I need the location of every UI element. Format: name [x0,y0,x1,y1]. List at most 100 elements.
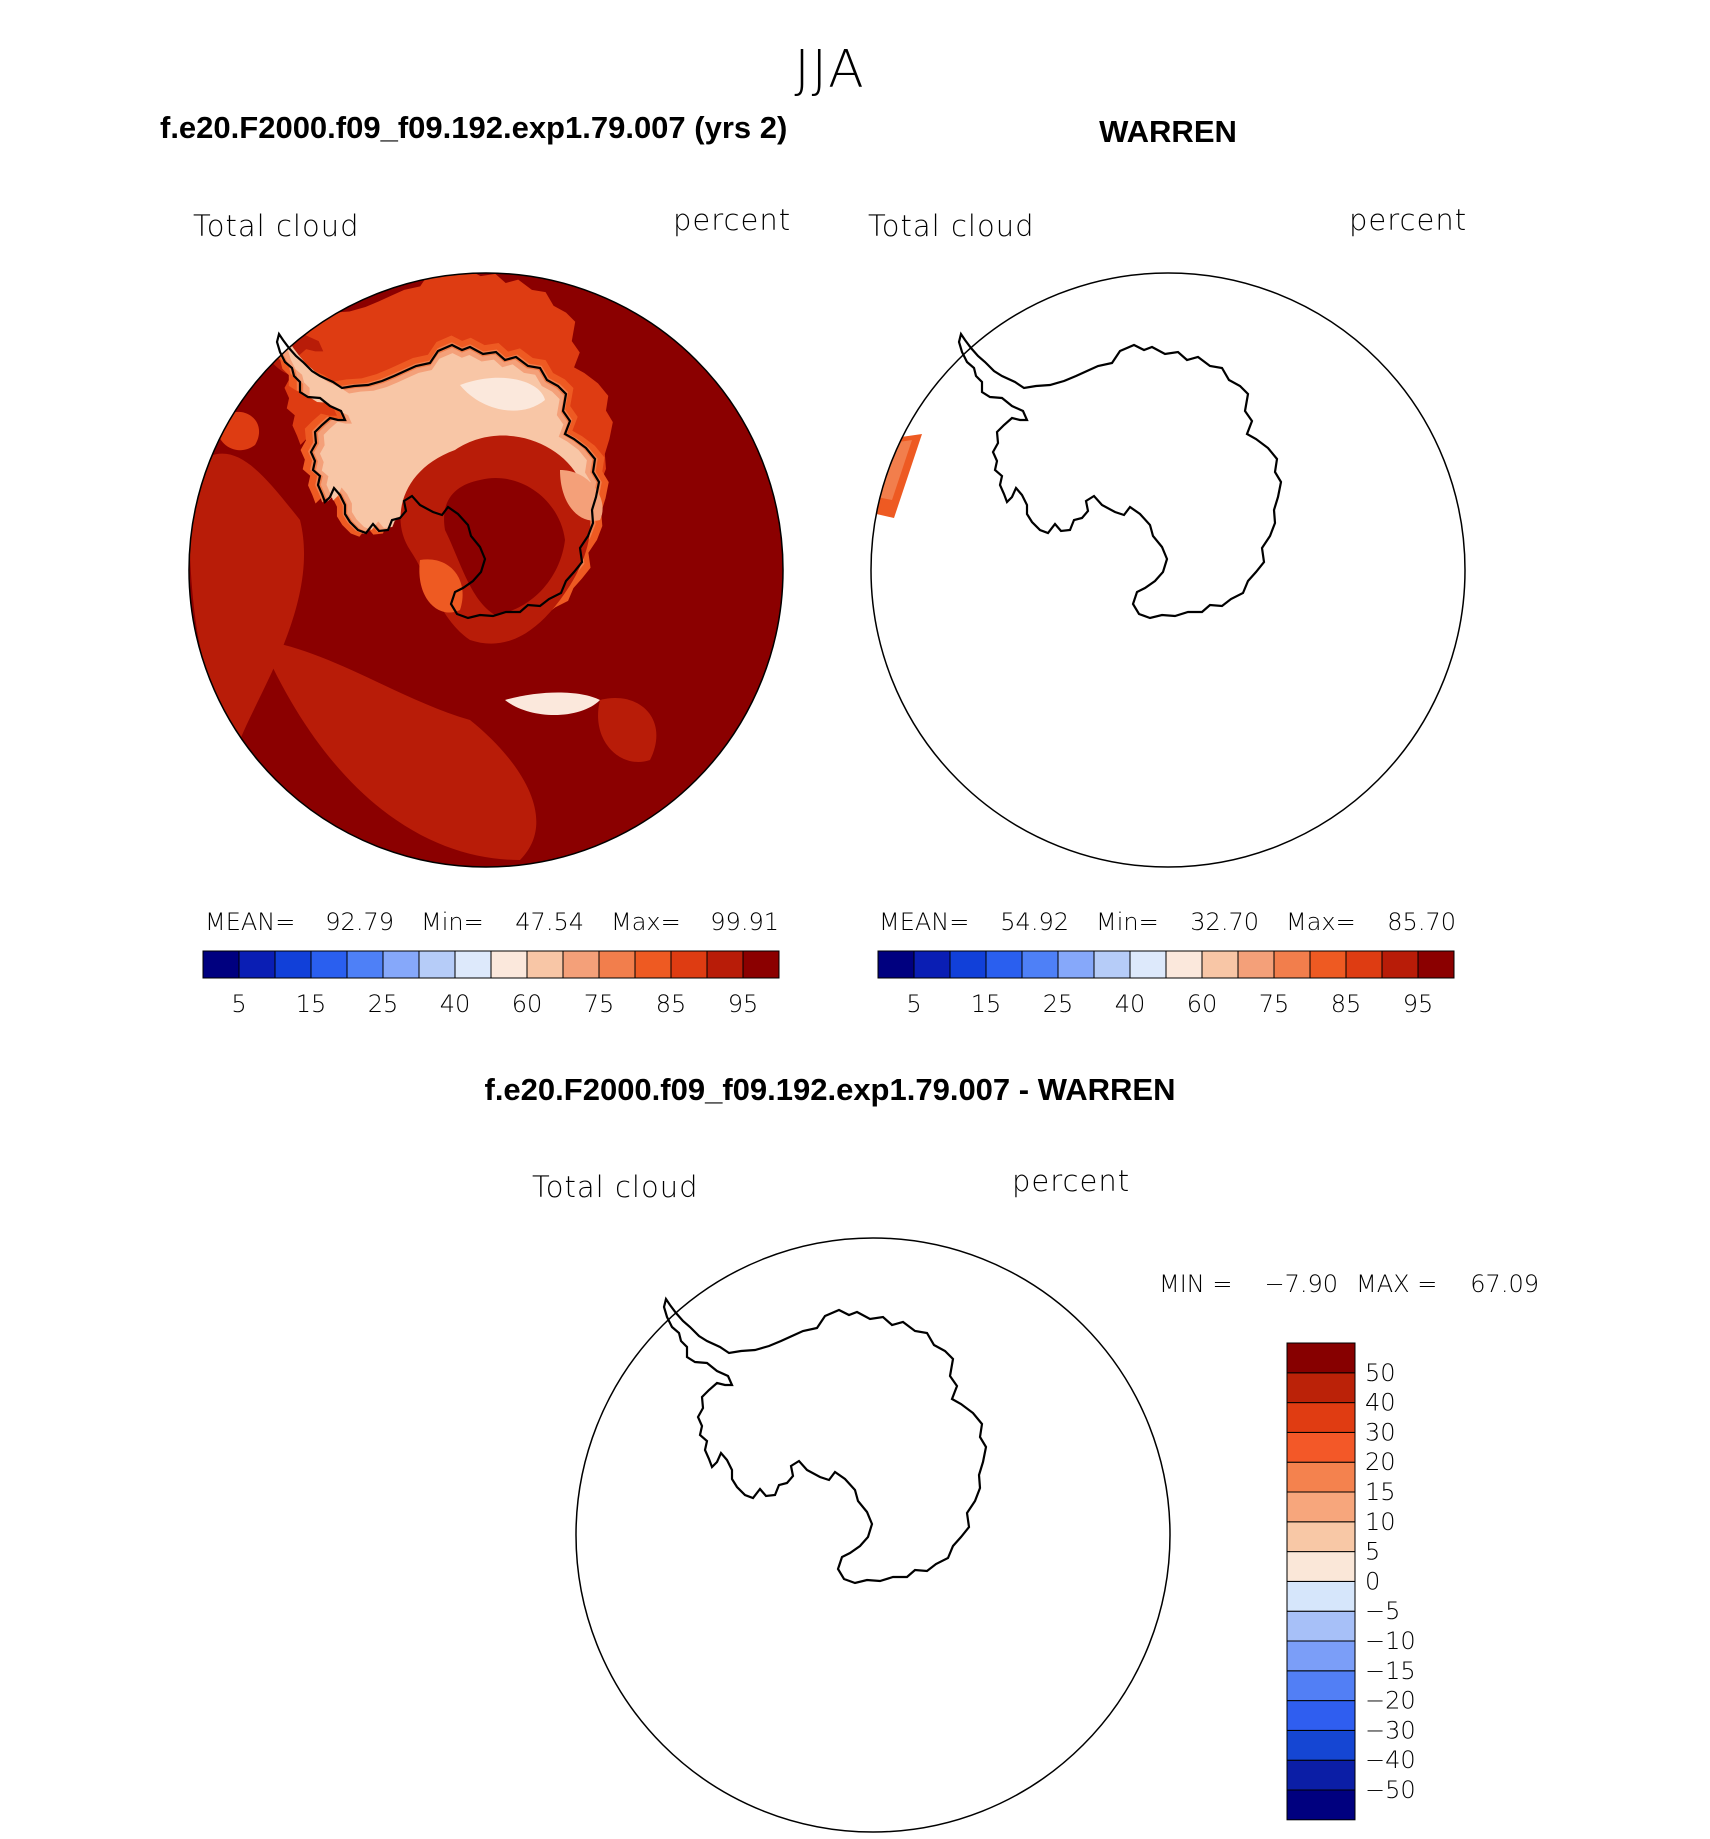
mean-label: MEAN= [205,908,295,936]
colorbar-box [346,950,384,979]
max-value: 99.91 [710,908,779,936]
colorbar-box [1286,1372,1356,1404]
colorbar-box [1309,950,1347,979]
colorbar-box [310,950,348,979]
panel-title: f.e20.F2000.f09_f09.192.exp1.79.007 (yrs… [160,110,787,145]
max-label: Max= [611,908,681,936]
colorbar-ticks: 5 15 25 40 60 75 85 95 [906,990,1433,1018]
stats-line: MEAN= 54.92 Min= 32.70 Max= 85.70 [879,908,1456,936]
colorbar-ticks: 5 15 25 40 60 75 85 95 [231,990,758,1018]
stats-line: MIN = −7.90 MAX = 67.09 [1159,1270,1539,1298]
colorbar-box [1129,950,1167,979]
colorbar-tick-label: −30 [1365,1716,1416,1744]
variable-label: Total cloud [532,1170,698,1204]
colorbar-tick-label: 15 [1365,1478,1396,1506]
colorbar-box [1286,1491,1356,1523]
colorbar-box [1286,1431,1356,1463]
colorbar-tick-label: −50 [1365,1776,1416,1804]
mean-label: MEAN= [879,908,969,936]
colorbar-tick-label: 85 [1331,990,1362,1018]
colorbar-box [1286,1789,1356,1821]
colorbar-box [1286,1521,1356,1553]
colorbar-tick-label: 95 [1403,990,1434,1018]
colorbar-box [670,950,708,979]
colorbar-tick-label: 10 [1365,1508,1396,1536]
colorbar-tick-label: −10 [1365,1627,1416,1655]
colorbar-box [1286,1580,1356,1612]
colorbar-box [1286,1342,1356,1374]
panel-title: f.e20.F2000.f09_f09.192.exp1.79.007 - WA… [485,1072,1176,1107]
colorbar-box [274,950,312,979]
colorbar-tick-label: 0 [1365,1567,1380,1595]
colorbar-box [562,950,600,979]
colorbar-tick-label: 60 [1187,990,1218,1018]
min-label: MIN = [1159,1270,1232,1298]
colorbar-box [1093,950,1131,979]
colorbar-box [382,950,420,979]
colorbar-box [1286,1729,1356,1761]
colorbar-box [1286,1670,1356,1702]
map-border [870,272,1466,868]
colorbar-box [1057,950,1095,979]
panel-difference: f.e20.F2000.f09_f09.192.exp1.79.007 - WA… [485,1072,1539,1833]
colorbar-box [1286,1700,1356,1731]
polar-map [870,272,1466,868]
colorbar-box [1286,1551,1356,1582]
panel-title: WARREN [1099,114,1237,149]
colorbar [877,950,1455,979]
mean-value: 54.92 [1000,908,1069,936]
min-value: 32.70 [1190,908,1259,936]
colorbar-box [418,950,456,979]
min-label: Min= [1096,908,1159,936]
colorbar-tick-label: 85 [656,990,687,1018]
colorbar-box [634,950,672,979]
variable-label: Total cloud [868,209,1034,243]
mean-value: 92.79 [325,908,394,936]
colorbar-box [1286,1402,1356,1433]
units-label: percent [673,203,791,237]
colorbar-tick-label: 25 [368,990,399,1018]
colorbar-box [1381,950,1419,979]
min-label: Min= [421,908,484,936]
colorbar-box [454,950,492,979]
colorbar-tick-label: 40 [1365,1389,1396,1417]
colorbar-vertical [1286,1342,1356,1821]
difference-field [576,1394,585,1480]
map-disc [871,273,1465,867]
colorbar-tick-label: 60 [512,990,543,1018]
max-label: MAX = [1356,1270,1437,1298]
colorbar-tick-label: 40 [440,990,471,1018]
map-border [188,272,784,868]
variable-label: Total cloud [193,209,359,243]
colorbar-box [949,950,987,979]
units-label: percent [1349,203,1467,237]
colorbar-tick-label: −5 [1365,1597,1400,1625]
min-value: −7.90 [1264,1270,1338,1298]
colorbar-tick-label: 5 [231,990,246,1018]
colorbar-tick-label: 95 [728,990,759,1018]
colorbar-box [1273,950,1311,979]
colorbar [202,950,780,979]
colorbar-box [490,950,528,979]
colorbar-box [598,950,636,979]
map-border [575,1237,1171,1833]
panel-observations: WARREN Total cloud percent MEAN= 54.92 M… [868,114,1467,1018]
panel-model: f.e20.F2000.f09_f09.192.exp1.79.007 (yrs… [160,110,791,1018]
max-label: Max= [1286,908,1356,936]
colorbar-tick-label: 5 [1365,1538,1380,1566]
colorbar-tick-label: 50 [1365,1359,1396,1387]
map-disc [576,1238,1170,1832]
colorbar-box [202,950,240,979]
colorbar-tick-label: 15 [296,990,327,1018]
colorbar-tick-label: 20 [1365,1448,1396,1476]
colorbar-tick-label: 75 [584,990,615,1018]
colorbar-tick-label: 5 [906,990,921,1018]
colorbar-box [742,950,780,979]
colorbar-tick-label: −15 [1365,1657,1416,1685]
polar-map [575,1237,1171,1833]
colorbar-box [1286,1610,1356,1642]
max-value: 67.09 [1470,1270,1539,1298]
colorbar-tick-label: 30 [1365,1418,1396,1446]
colorbar-box [1021,950,1059,979]
